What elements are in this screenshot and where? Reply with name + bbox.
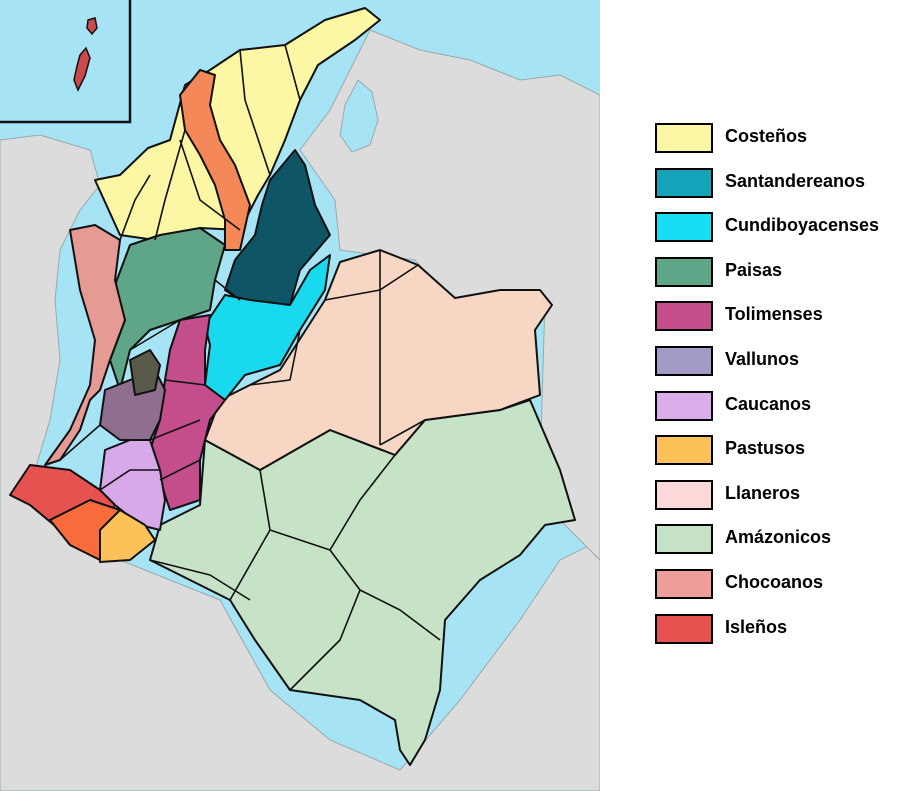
region-pastusos [99,509,156,563]
legend-label-vallunos: Vallunos [725,348,800,369]
legend-swatch-paisas [655,256,713,287]
legend-item-islenos: Isleños [655,611,905,656]
legend-item-amazonicos: Amázonicos [655,521,905,566]
legend-label-santandereanos: Santandereanos [725,170,866,191]
legend-label-costenos: Costeños [725,126,808,146]
legend-swatch-llaneros [655,479,713,510]
legend-item-llaneros: Llaneros [655,477,905,522]
legend-label-pastusos: Pastusos [725,438,806,459]
legend-item-paisas: Paisas [655,254,905,299]
legend-swatch-vallunos [655,345,713,376]
legend-swatch-chocoanos [655,568,713,599]
department-borders [59,44,441,691]
legend-label-chocoanos: Chocoanos [725,571,824,592]
legend-label-caucanos: Caucanos [725,393,812,414]
legend-label-cundiboyacenses: Cundiboyacenses [725,215,880,236]
legend-item-pastusos: Pastusos [655,432,905,477]
lake-maracaibo [339,79,379,153]
region-chocoanos [44,224,126,466]
legend-label-amazonicos: Amázonicos [725,527,832,548]
legend-item-costenos: Costeños [655,120,905,165]
colombia-regions-map [0,0,600,791]
legend-item-vallunos: Vallunos [655,343,905,388]
san-andres-island [73,46,91,92]
legend: Costeños Santandereanos Cundiboyacenses … [655,120,905,655]
region-dark-olive [129,349,161,396]
legend-label-tolimenses: Tolimenses [725,304,823,325]
legend-item-tolimenses: Tolimenses [655,298,905,343]
legend-swatch-amazonicos [655,524,713,555]
legend-item-santandereanos: Santandereanos [655,165,905,210]
region-orange-magdalena [179,69,251,251]
legend-swatch-islenos [655,613,713,644]
legend-swatch-pastusos [655,435,713,466]
legend-label-islenos: Isleños [725,616,788,637]
islands-inset-frame [0,0,132,124]
region-costenos [94,7,381,241]
legend-swatch-costenos [655,123,713,153]
legend-item-caucanos: Caucanos [655,388,905,433]
legend-label-paisas: Paisas [725,259,783,280]
legend-swatch-tolimenses [655,301,713,332]
legend-item-chocoanos: Chocoanos [655,566,905,611]
providencia-island [86,17,98,36]
legend-swatch-cundiboyacenses [655,212,713,243]
legend-swatch-caucanos [655,390,713,421]
region-llaneros [204,249,553,471]
region-cundiboyacenses [204,254,331,401]
legend-swatch-santandereanos [655,167,713,198]
legend-label-llaneros: Llaneros [725,482,801,503]
legend-item-cundiboyacenses: Cundiboyacenses [655,209,905,254]
